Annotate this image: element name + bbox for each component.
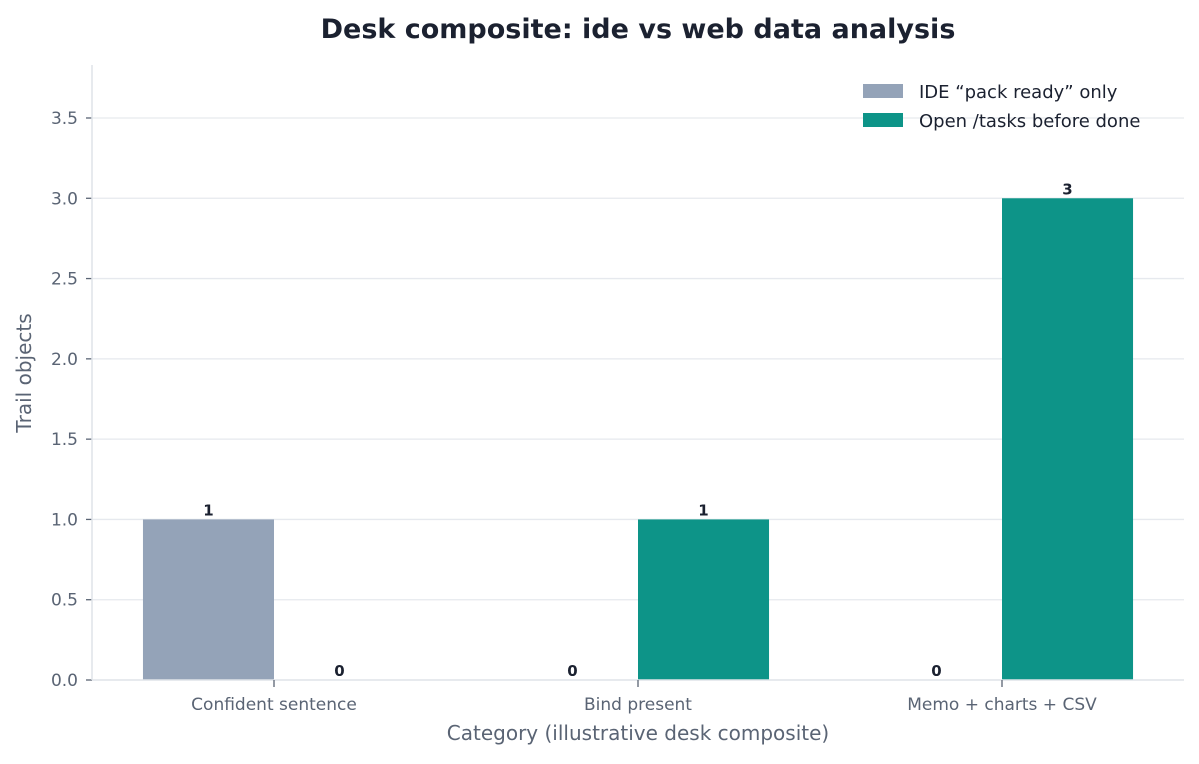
y-tick-label: 2.0 (51, 350, 78, 370)
y-tick-label: 0.0 (51, 671, 78, 691)
legend-label: Open /tasks before done (919, 111, 1140, 132)
data-label: 0 (567, 662, 577, 680)
bars (142, 198, 1134, 680)
chart-title: Desk composite: ide vs web data analysis (321, 14, 956, 45)
x-tick-label: Bind present (584, 695, 692, 715)
data-label: 1 (698, 501, 708, 519)
axes: 0.0 0.5 1.0 1.5 2.0 2.5 3.0 3.5 Confident senten… (51, 65, 1184, 715)
data-label: 3 (1062, 180, 1072, 198)
y-axis-label: Trail objects (12, 313, 36, 433)
y-tick-label: 3.0 (51, 189, 78, 209)
data-labels: 1 0 0 1 0 3 (203, 180, 1072, 680)
y-tick-label: 0.5 (51, 591, 78, 611)
data-label: 0 (334, 662, 344, 680)
x-tick-label: Confident sentence (191, 695, 357, 715)
y-tick-label: 1.5 (51, 430, 78, 450)
bar-open-tasks (1002, 198, 1134, 680)
y-tick-label: 1.0 (51, 510, 78, 530)
x-tick-label: Memo + charts + CSV (907, 695, 1097, 715)
y-tick-label: 2.5 (51, 270, 78, 290)
legend-swatch (863, 113, 903, 127)
bar-ide-pack-ready (142, 519, 274, 680)
y-tick-label: 3.5 (51, 109, 78, 129)
legend-label: IDE “pack ready” only (919, 82, 1118, 103)
legend: IDE “pack ready” only Open /tasks before … (863, 82, 1140, 132)
bar-open-tasks (638, 519, 770, 680)
legend-swatch (863, 84, 903, 98)
data-label: 1 (203, 501, 213, 519)
x-axis-label: Category (illustrative desk composite) (447, 721, 829, 745)
data-label: 0 (931, 662, 941, 680)
